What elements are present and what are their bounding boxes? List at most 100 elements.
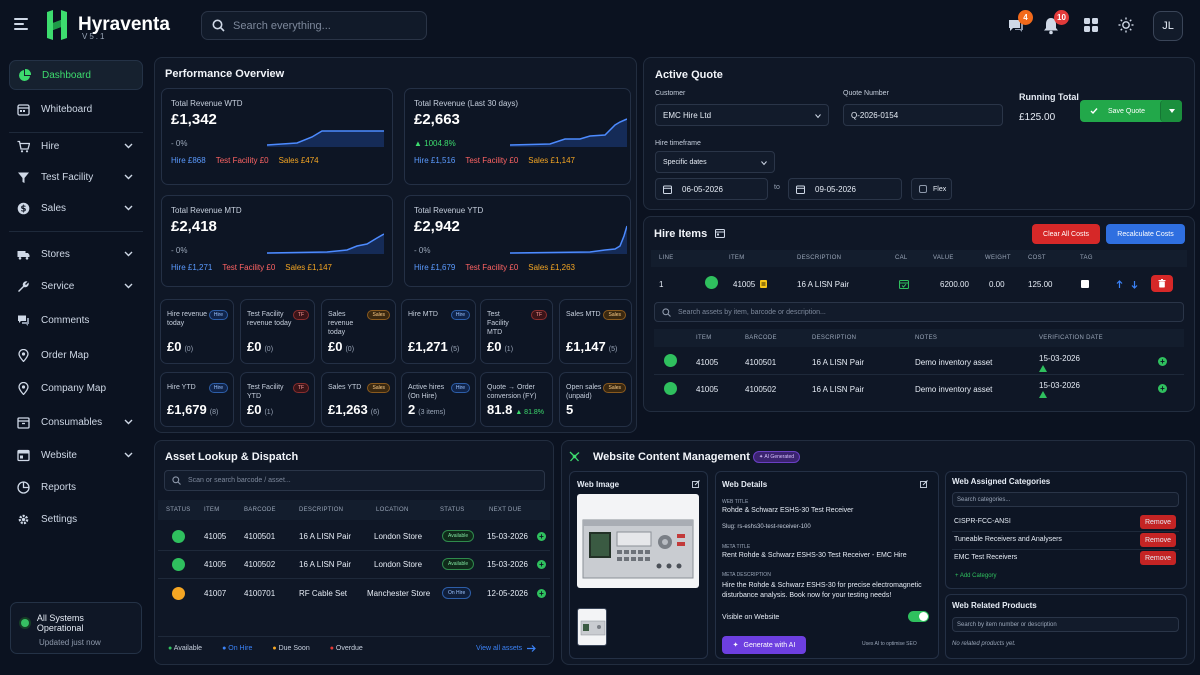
note-icon[interactable] [760, 280, 767, 288]
mini-card-hire-ytd[interactable]: Hire YTD Hire £1,679 (8) [160, 372, 234, 427]
sidebar-item-consumables[interactable]: Consumables [9, 407, 143, 437]
mini-card-hire-mtd[interactable]: Hire MTD Hire £1,271 (5) [401, 299, 476, 364]
column-header: LOCATION [376, 507, 409, 513]
save-quote-label: Save Quote [1108, 107, 1145, 115]
logo-icon [47, 10, 67, 40]
apps-button[interactable] [1083, 17, 1101, 35]
meta-title-value: Rent Rohde & Schwarz ESHS-30 Test Receiv… [722, 552, 907, 559]
kpi-card-mtd[interactable]: Total Revenue MTD £2,418 - 0% Hire £1,27… [161, 195, 393, 287]
sidebar-item-order-map[interactable]: Order Map [9, 340, 143, 370]
asset-search-placeholder: Search assets by item, barcode or descri… [678, 308, 826, 316]
app-logo[interactable]: Hyraventa V5.1 [44, 10, 170, 41]
sidebar-item-company-map[interactable]: Company Map [9, 373, 143, 403]
column-header: NEXT DUE [489, 507, 522, 513]
asset-notes: Demo inventory asset [915, 385, 993, 394]
legend-label: Overdue [335, 645, 363, 652]
kpi-sales: Sales £1,147 [285, 263, 332, 272]
clear-all-costs-button[interactable]: Clear All Costs [1032, 224, 1100, 244]
mini-card-tf-ytd[interactable]: Test Facility YTD TF £0 (1) [240, 372, 315, 427]
arrow-down-icon[interactable] [1131, 280, 1138, 289]
end-date-field[interactable]: 09-05-2026 [788, 178, 902, 200]
visible-toggle[interactable] [908, 611, 929, 622]
lookup-item: 41007 [204, 589, 227, 598]
toggle-knob [919, 612, 928, 621]
mini-label: Sales revenue today [328, 311, 354, 336]
mini-card-open-sales[interactable]: Open sales (unpaid) Sales 5 [559, 372, 632, 427]
start-date-field[interactable]: 06-05-2026 [655, 178, 768, 200]
notifications-button[interactable]: 10 [1043, 10, 1069, 35]
edit-icon[interactable] [920, 480, 928, 488]
save-quote-button[interactable]: Save Quote [1080, 100, 1182, 122]
sidebar-item-hire[interactable]: Hire [9, 131, 143, 161]
save-options-button[interactable] [1160, 100, 1182, 122]
remove-category-button[interactable]: Remove [1140, 515, 1176, 529]
tag-checkbox[interactable] [1081, 280, 1089, 288]
mini-card-tf-mtd[interactable]: Test Facility MTD TF £0 (1) [480, 299, 553, 364]
kpi-breakdown: Hire £1,679 Test Facility £0 Sales £1,263 [414, 263, 575, 272]
mini-card-hire-today[interactable]: Hire revenue today Hire £0 (0) [160, 299, 234, 364]
dispatch-button[interactable]: + [537, 589, 546, 598]
asset-lookup-search[interactable]: Scan or search barcode / asset... [164, 470, 545, 491]
user-avatar[interactable]: JL [1153, 11, 1183, 41]
timeframe-select[interactable]: Specific dates [655, 151, 775, 173]
mini-card-conversion[interactable]: Quote → Order conversion (FY) 81.8 ▲ 81.8… [480, 372, 553, 427]
dispatch-button[interactable]: + [537, 560, 546, 569]
mini-value: £1,679 (8) [167, 402, 218, 417]
image-thumbnail[interactable] [577, 608, 607, 646]
calendar-icon [663, 185, 672, 194]
search-icon [662, 307, 671, 317]
hire-items-header-row [651, 250, 1187, 267]
categories-search[interactable]: Search categories... [952, 492, 1179, 507]
sidebar-item-stores[interactable]: Stores [9, 239, 143, 269]
mini-card-tf-today[interactable]: Test Facility revenue today TF £0 (0) [240, 299, 315, 364]
recalculate-costs-button[interactable]: Recalculate Costs [1106, 224, 1185, 244]
kpi-card-wtd[interactable]: Total Revenue WTD £1,342 - 0% Hire £868 T… [161, 88, 393, 185]
meta-description-value: Hire the Rohde & Schwarz ESHS-30 for pre… [722, 582, 922, 599]
kpi-card-ytd[interactable]: Total Revenue YTD £2,942 - 0% Hire £1,67… [404, 195, 631, 287]
dispatch-button[interactable]: + [537, 532, 546, 541]
delete-row-button[interactable] [1151, 275, 1173, 292]
sidebar-item-settings[interactable]: Settings [9, 504, 143, 534]
sidebar-item-website[interactable]: Website [9, 440, 143, 470]
theme-toggle[interactable] [1118, 17, 1136, 35]
mini-card-sales-mtd[interactable]: Sales MTD Sales £1,147 (5) [559, 299, 632, 364]
kpi-card-last-30-days[interactable]: Total Revenue (Last 30 days) £2,663 ▲ 10… [404, 88, 631, 185]
related-products-search[interactable]: Search by item number or description [952, 617, 1179, 632]
add-category-link[interactable]: + Add Category [955, 573, 997, 579]
column-header: LINE [659, 255, 674, 261]
quote-number-field[interactable]: Q-2026-0154 [843, 104, 1003, 126]
remove-category-button[interactable]: Remove [1140, 533, 1176, 547]
view-all-assets-link[interactable]: View all assets [476, 645, 537, 652]
customer-select[interactable]: EMC Hire Ltd [655, 104, 829, 126]
add-asset-button[interactable]: + [1158, 357, 1167, 366]
add-asset-button[interactable]: + [1158, 384, 1167, 393]
mini-card-sales-today[interactable]: Sales revenue today Sales £0 (0) [321, 299, 396, 364]
flex-checkbox[interactable]: Flex [911, 178, 952, 200]
sidebar-item-dashboard[interactable]: Dashboard [9, 60, 143, 90]
category-name: CISPR-FCC-ANSI [954, 518, 1011, 525]
menu-icon[interactable] [14, 18, 28, 30]
calendar-icon[interactable] [715, 228, 725, 238]
sidebar-item-reports[interactable]: Reports [9, 472, 143, 502]
item-weight: 0.00 [989, 280, 1005, 289]
remove-category-button[interactable]: Remove [1140, 551, 1176, 565]
generate-with-ai-button[interactable]: ✦ Generate with AI [722, 636, 806, 654]
column-header: CAL [895, 255, 908, 261]
sidebar-item-test-facility[interactable]: Test Facility [9, 162, 143, 192]
mini-card-sales-ytd[interactable]: Sales YTD Sales £1,263 (6) [321, 372, 396, 427]
mini-card-active-hires[interactable]: Active hires (On Hire) Hire 2 (3 items) [401, 372, 476, 427]
sidebar-item-service[interactable]: Service [9, 271, 143, 301]
sidebar-item-label: Service [41, 280, 75, 292]
edit-icon[interactable] [692, 480, 700, 488]
asset-search-input[interactable]: Search assets by item, barcode or descri… [654, 302, 1184, 322]
web-details-title: Web Details [722, 480, 768, 489]
item-cost[interactable]: 125.00 [1028, 280, 1053, 289]
global-search-input[interactable]: Search everything... [201, 11, 427, 40]
sidebar-item-sales[interactable]: $ Sales [9, 193, 143, 223]
column-header: VALUE [933, 255, 954, 261]
sidebar-item-comments[interactable]: Comments [9, 305, 143, 335]
status-badge: Available [442, 558, 475, 570]
sidebar-item-whiteboard[interactable]: Whiteboard [9, 94, 143, 124]
arrow-up-icon[interactable] [1116, 280, 1123, 289]
chat-button[interactable]: 4 [1007, 10, 1033, 35]
